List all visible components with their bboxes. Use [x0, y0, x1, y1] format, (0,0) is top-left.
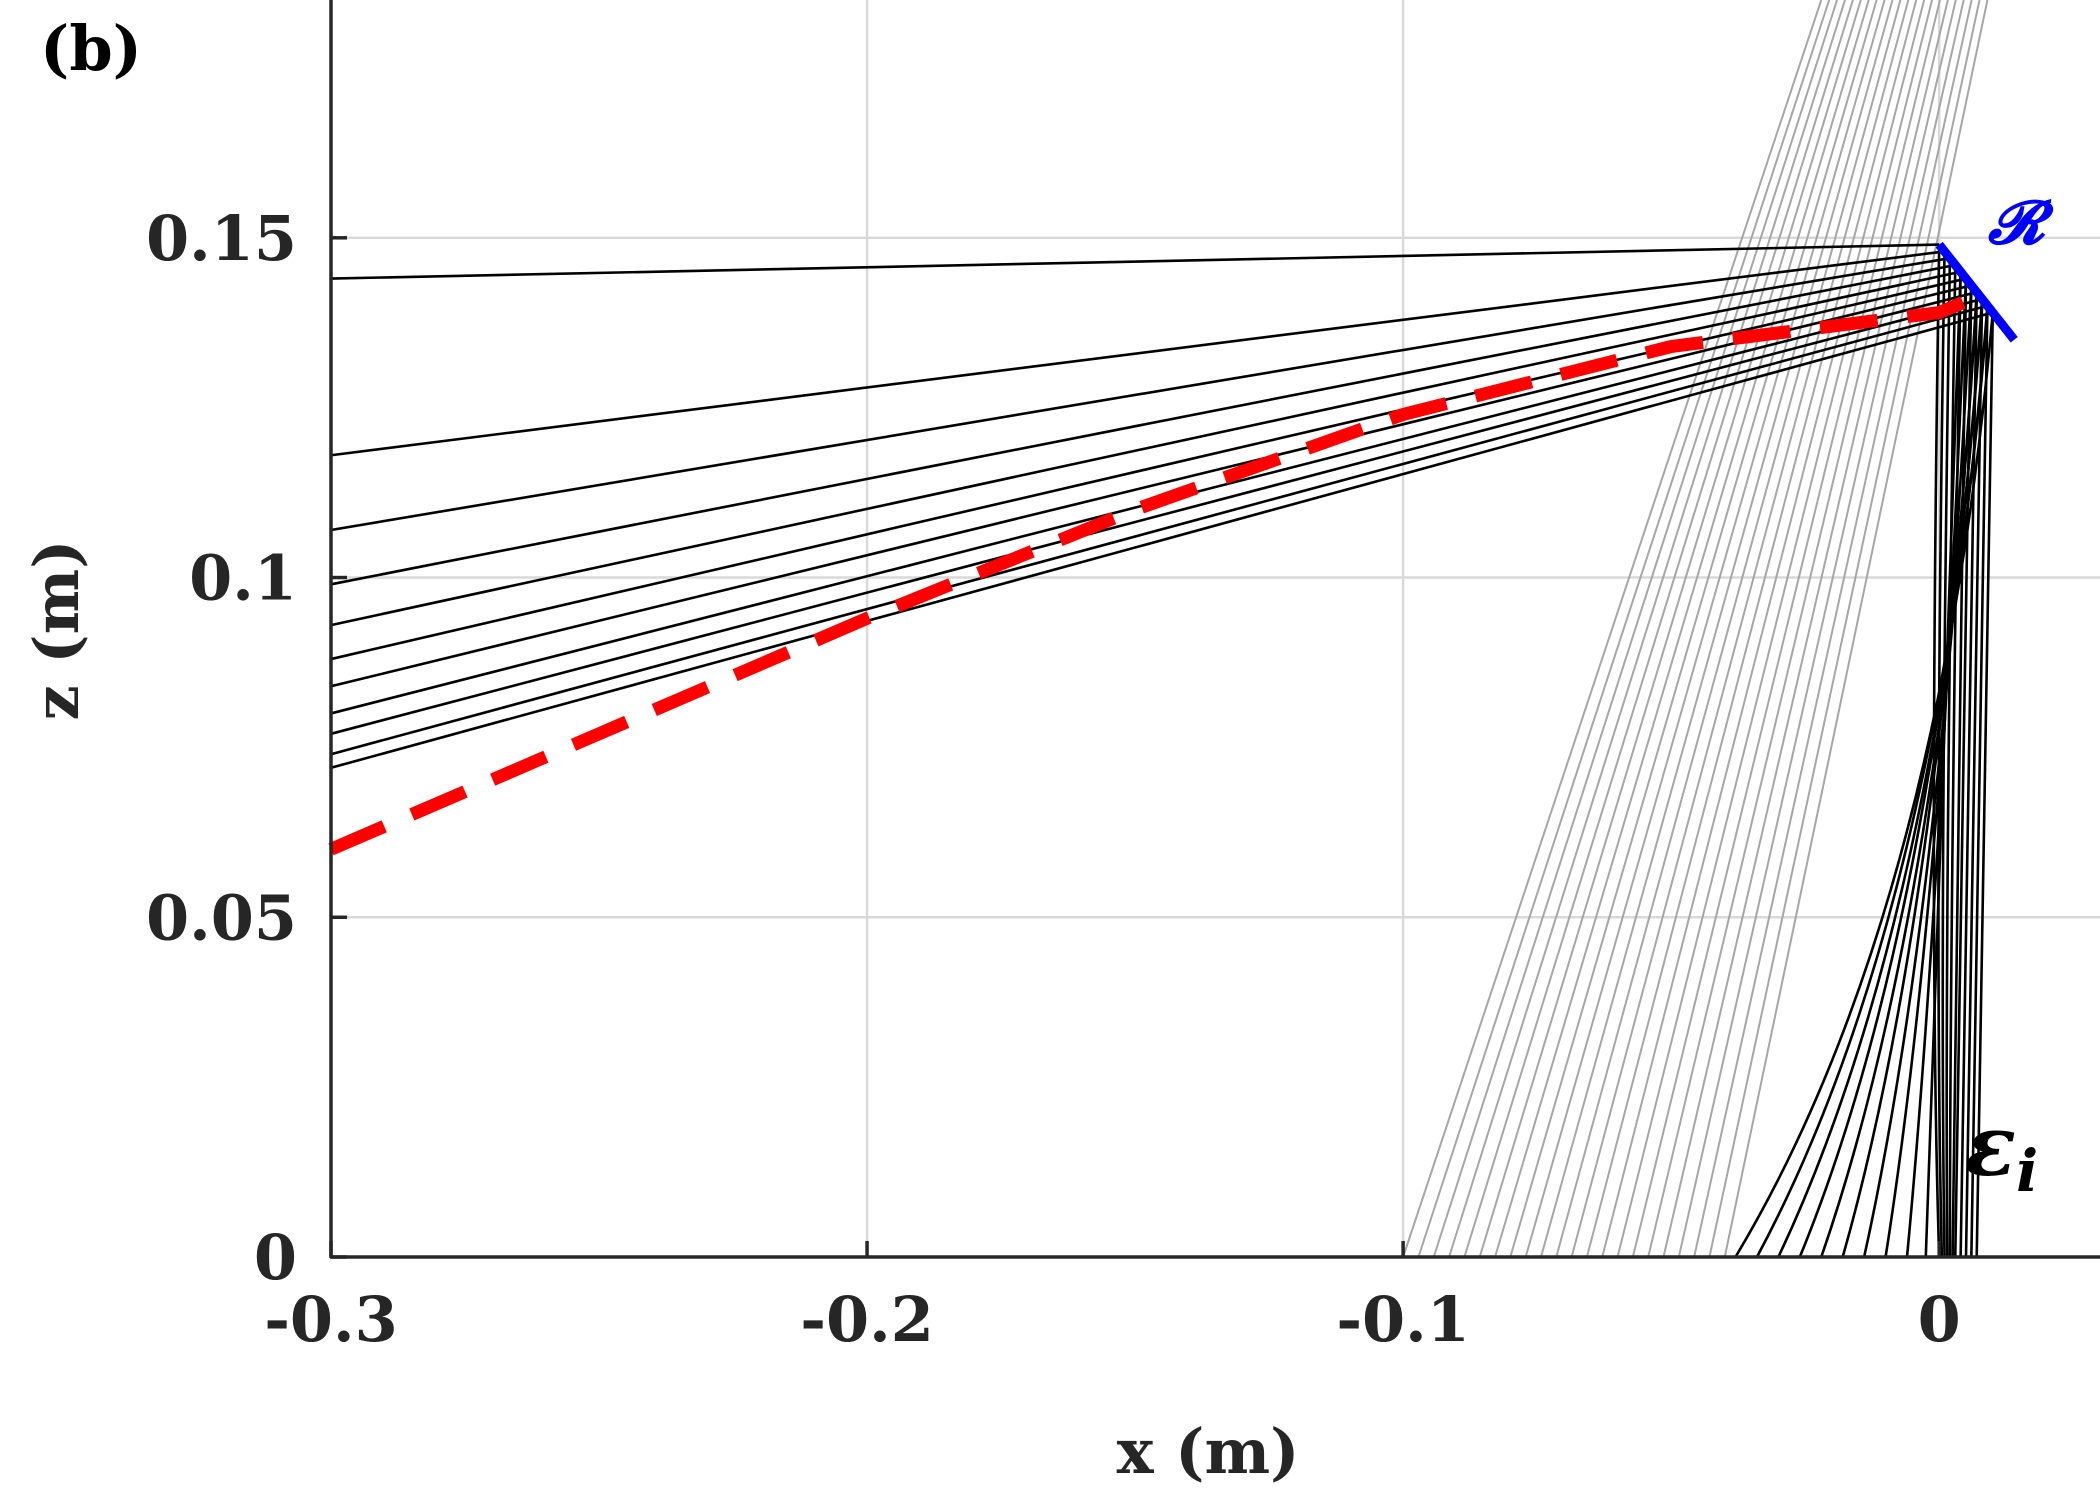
x-tick-label: -0.3 — [264, 1283, 398, 1356]
reflector-label: 𝓡 — [1987, 188, 2055, 258]
ray-ascending-segment — [1970, 305, 1989, 1258]
incident-ray — [1448, 0, 1846, 1258]
incident-ray — [1601, 0, 1926, 1258]
incident-ray — [1677, 0, 1965, 1258]
ray-reflected-segment — [330, 270, 1961, 627]
panel-label: (b) — [40, 12, 142, 85]
ray-ascending-segment — [1975, 312, 1995, 1258]
ray-reflected-segment — [330, 243, 1940, 280]
incident-ray — [1723, 0, 1989, 1258]
ray-ascending-segment — [1798, 305, 1984, 1258]
ray-reflected-segment — [330, 263, 1956, 586]
ray-family-symbol: ε — [1965, 1096, 2016, 1195]
ray-ascending-segment — [1905, 278, 1968, 1258]
incident-ray — [1509, 0, 1878, 1258]
y-tick-label: 0 — [254, 1221, 297, 1294]
incident-ray — [1432, 0, 1839, 1258]
reflector-layer — [1935, 241, 2018, 343]
ray-reflected-segment — [330, 250, 1945, 457]
ray-reflected-segment — [330, 277, 1967, 661]
x-axis-label: x (m) — [1117, 1415, 1300, 1488]
tick-labels: -0.3 -0.2 -0.1 0 0 0.05 0.1 0.15 — [146, 202, 1961, 1356]
ray-ascending-segment — [1941, 258, 1952, 1258]
ray-family-label: εi — [1965, 1096, 2038, 1205]
ray-reflected-segment — [330, 284, 1972, 688]
y-tick-label: 0.1 — [189, 542, 297, 615]
ray-ascending-segment — [1884, 285, 1973, 1258]
incident-rays — [1402, 0, 1989, 1258]
axes — [329, 0, 2100, 1259]
envelope-layer — [328, 292, 1974, 856]
incident-ray — [1616, 0, 1934, 1258]
incident-ray — [1708, 0, 1981, 1258]
ray-reflected-segment — [330, 304, 1988, 756]
y-tick-label: 0.15 — [146, 202, 297, 275]
incident-ray — [1631, 0, 1941, 1258]
incident-ray — [1555, 0, 1902, 1258]
ray-family-subscript: i — [2016, 1137, 2038, 1205]
ray-ascending-segment — [1755, 312, 1989, 1258]
incident-ray — [1647, 0, 1949, 1258]
incident-ray — [1417, 0, 1831, 1258]
grid-layer — [329, 0, 2100, 1259]
reflector-segment — [1935, 241, 2018, 343]
ray-ascending-segment — [1964, 298, 1984, 1258]
ray-ascending-segment — [1945, 264, 1957, 1258]
x-tick-label: 0 — [1918, 1283, 1961, 1356]
incident-ray — [1463, 0, 1854, 1258]
incident-ray — [1570, 0, 1910, 1258]
ray-ascending-segment — [1924, 271, 1962, 1258]
envelope-curve — [328, 292, 1974, 856]
ray-ascending-segment — [1734, 312, 1995, 1258]
ray-reflected-segment — [330, 256, 1951, 532]
incident-ray — [1693, 0, 1973, 1258]
ray-ascending-segment — [1959, 292, 1979, 1258]
incident-ray — [1494, 0, 1870, 1258]
x-tick-label: -0.1 — [1336, 1283, 1470, 1356]
y-tick-label: 0.05 — [146, 881, 297, 954]
ray-reflected-segment — [330, 297, 1983, 736]
incident-ray — [1585, 0, 1918, 1258]
ray-ascending-segment — [1841, 298, 1979, 1258]
incident-ray — [1662, 0, 1957, 1258]
incident-ray — [1478, 0, 1862, 1258]
x-tick-label: -0.2 — [800, 1283, 934, 1356]
reflected-rays — [330, 243, 1995, 1258]
incident-ray — [1524, 0, 1886, 1258]
ray-reflected-segment — [330, 311, 1994, 770]
y-axis-label: z (m) — [20, 539, 93, 720]
incident-ray — [1540, 0, 1894, 1258]
incident-ray — [1402, 0, 1823, 1258]
